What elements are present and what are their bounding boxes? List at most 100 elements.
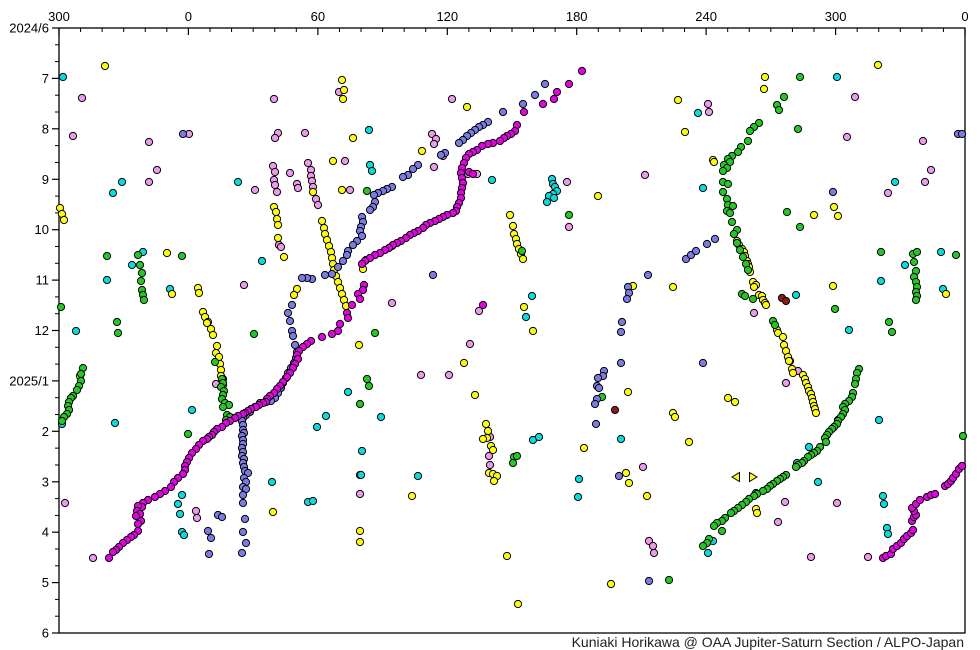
data-point	[267, 477, 277, 487]
data-point	[622, 294, 632, 304]
data-point	[912, 247, 922, 257]
data-point	[365, 205, 375, 215]
data-point	[478, 434, 488, 444]
data-point	[308, 187, 318, 197]
data-point	[809, 210, 819, 220]
data-point	[832, 498, 842, 508]
data-point	[832, 72, 842, 82]
data-point	[833, 211, 843, 221]
data-point	[355, 526, 365, 536]
data-point	[139, 295, 149, 305]
data-point	[110, 418, 120, 428]
data-point	[465, 339, 475, 349]
data-point	[203, 526, 213, 536]
x-tick-label: 120	[436, 9, 458, 24]
data-point	[60, 498, 70, 508]
data-point	[487, 175, 497, 185]
data-point	[649, 548, 659, 558]
data-point	[238, 527, 248, 537]
data-point	[233, 177, 243, 187]
data-point	[345, 185, 355, 195]
data-point	[760, 72, 770, 82]
data-point	[484, 451, 494, 461]
data-point	[749, 282, 759, 292]
data-point	[249, 329, 259, 339]
data-point	[237, 548, 247, 558]
data-point	[413, 471, 423, 481]
data-point	[918, 136, 928, 146]
data-point	[447, 94, 457, 104]
series-green-spots	[56, 72, 968, 585]
data-point	[273, 220, 283, 230]
data-point	[698, 358, 708, 368]
data-point	[780, 497, 790, 507]
data-point	[102, 275, 112, 285]
data-point	[593, 191, 603, 201]
data-point	[791, 462, 801, 472]
series-magenta-spots	[104, 66, 967, 563]
data-point	[293, 183, 303, 193]
data-point	[574, 474, 584, 484]
data-point	[273, 233, 283, 243]
data-point	[338, 256, 348, 266]
y-tick-label: 8	[42, 121, 49, 136]
y-tick-label: 12	[35, 323, 49, 338]
data-point	[887, 327, 897, 337]
data-point	[723, 179, 733, 189]
data-point	[271, 207, 281, 217]
data-point	[429, 162, 439, 172]
data-point	[218, 402, 228, 412]
data-point	[317, 216, 327, 226]
data-point	[617, 317, 627, 327]
data-point	[579, 443, 589, 453]
data-point	[874, 415, 884, 425]
data-point	[162, 248, 172, 258]
data-point	[117, 177, 127, 187]
data-point	[57, 416, 67, 426]
data-point	[670, 412, 680, 422]
data-point	[844, 325, 854, 335]
data-point	[909, 257, 919, 267]
data-point	[512, 451, 522, 461]
data-point	[217, 512, 227, 522]
data-point	[957, 129, 967, 139]
data-point	[564, 210, 574, 220]
data-point	[610, 405, 620, 415]
data-point	[269, 94, 279, 104]
series-dark-red-spots	[610, 293, 791, 415]
data-point	[591, 419, 601, 429]
data-point	[643, 270, 653, 280]
data-point	[343, 387, 353, 397]
x-tick-label: 0	[961, 9, 968, 24]
data-point	[462, 102, 472, 112]
data-point	[644, 576, 654, 586]
data-point	[528, 326, 538, 336]
data-point	[594, 383, 604, 393]
data-point	[108, 547, 118, 557]
special-markers	[731, 471, 758, 483]
data-point	[468, 169, 478, 179]
data-point	[71, 326, 81, 336]
data-point	[879, 499, 889, 509]
data-point	[137, 268, 147, 278]
data-point	[850, 92, 860, 102]
credit-caption: Kuniaki Horikawa @ OAA Jupiter-Saturn Se…	[571, 634, 964, 650]
data-point	[664, 575, 674, 585]
data-point	[173, 499, 183, 509]
data-point	[740, 291, 750, 301]
data-point	[270, 133, 280, 143]
data-point	[680, 127, 690, 137]
data-point	[108, 188, 118, 198]
data-point	[873, 60, 883, 70]
data-point	[444, 370, 454, 380]
data-point	[770, 320, 780, 330]
data-point	[335, 319, 345, 329]
data-point	[88, 553, 98, 563]
data-point	[926, 165, 936, 175]
data-point	[752, 508, 762, 518]
data-point	[784, 356, 794, 366]
data-point	[192, 513, 202, 523]
data-point	[614, 471, 624, 481]
data-point	[144, 137, 154, 147]
